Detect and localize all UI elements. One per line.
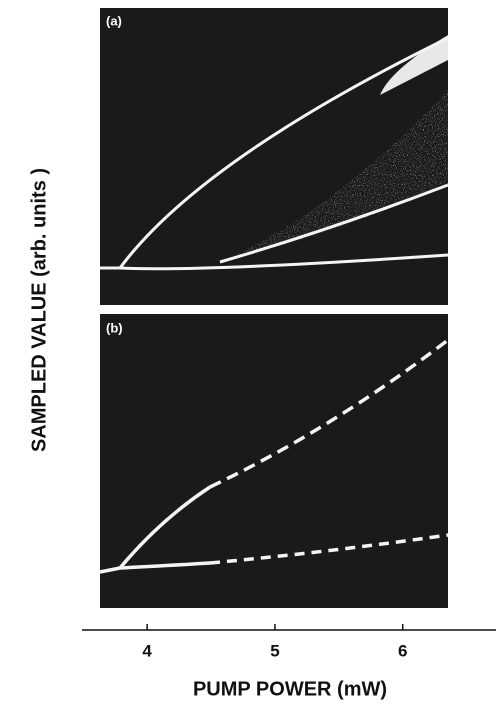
x-tick-label: 4 — [142, 641, 152, 660]
panel-label: (a) — [106, 13, 122, 28]
panel-b-background — [100, 314, 448, 608]
figure: (a) (b) PUMP POWER (mW) SAMPLED VALUE (a… — [0, 0, 496, 706]
y-axis-label: SAMPLED VALUE (arb. units ) — [28, 168, 50, 452]
x-axis-label: PUMP POWER (mW) — [193, 678, 387, 700]
x-tick-label: 5 — [270, 641, 279, 660]
panel-label: (b) — [106, 320, 123, 335]
x-tick-label: 6 — [398, 641, 407, 660]
